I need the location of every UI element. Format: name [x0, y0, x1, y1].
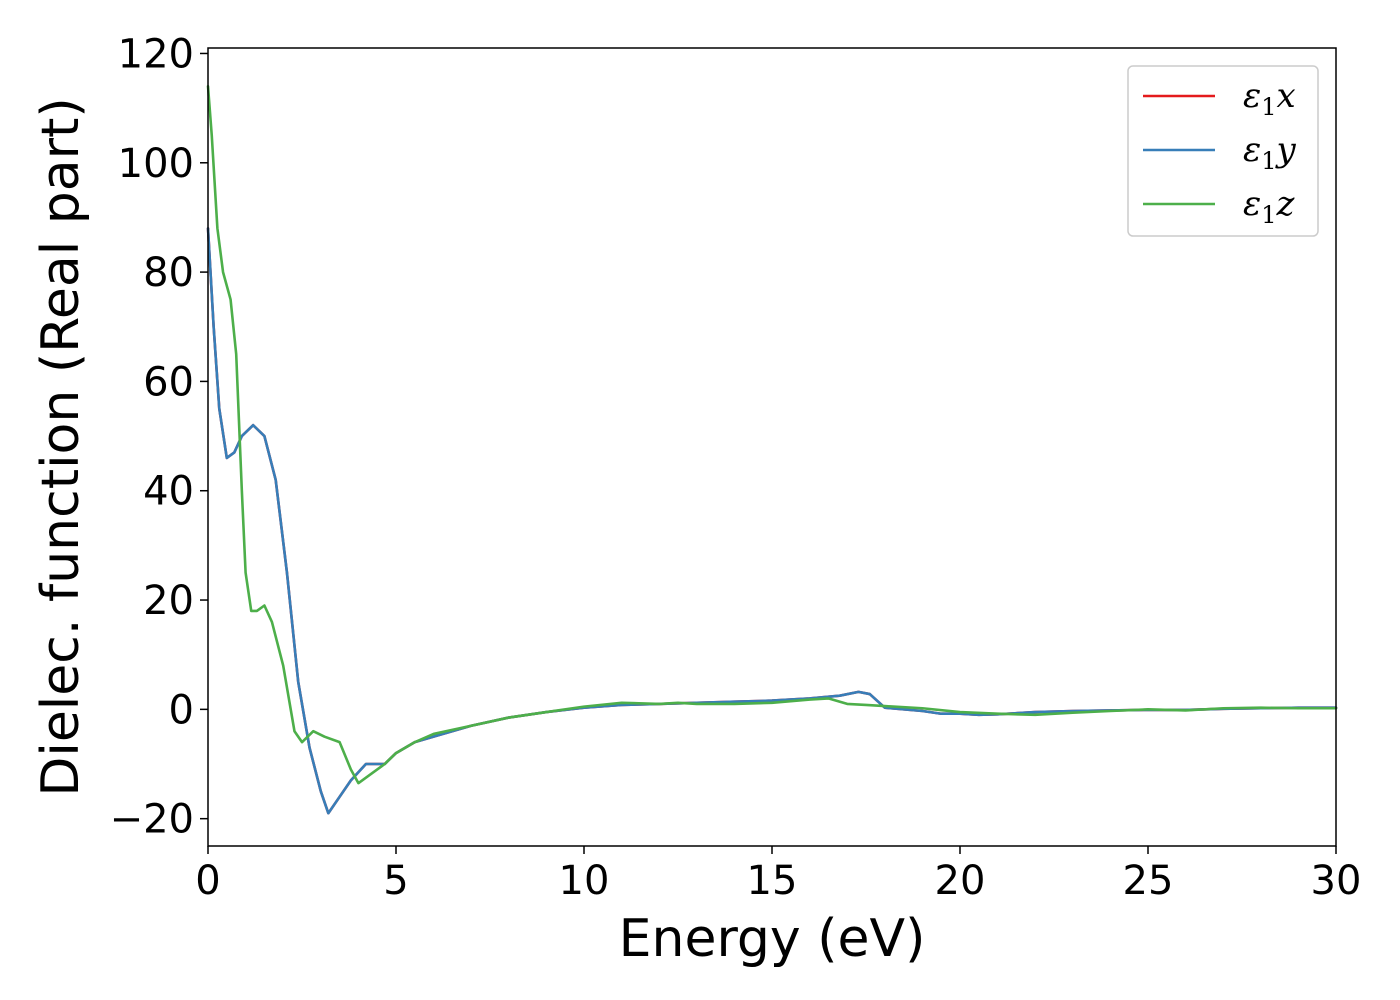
legend-component: x: [1277, 76, 1296, 116]
x-tick-label: 25: [1123, 858, 1174, 904]
legend-label-y: ε1y: [1243, 130, 1297, 175]
x-tick-label: 15: [747, 858, 798, 904]
legend-subscript: 1: [1261, 201, 1276, 229]
legend-symbol: ε: [1243, 184, 1261, 224]
legend-box: [1127, 65, 1319, 237]
legend-label-x: ε1x: [1243, 76, 1296, 121]
legend-component: y: [1275, 130, 1297, 170]
x-tick-label: 5: [383, 858, 408, 904]
y-tick-label: 20: [143, 578, 194, 624]
legend-subscript: 1: [1261, 93, 1276, 121]
y-tick-label: 120: [118, 31, 194, 77]
series-layer: [206, 84, 1338, 815]
x-tick-label: 10: [559, 858, 610, 904]
x-tick-label: 20: [935, 858, 986, 904]
y-axis-label: Dielec. function (Real part): [31, 97, 91, 796]
y-tick-label: 40: [143, 469, 194, 515]
y-tick-label: 0: [169, 687, 194, 733]
legend-label-z: ε1z: [1243, 184, 1296, 229]
y-tick-label: −20: [110, 797, 194, 843]
y-axis-ticks: −20 0 20 40 60 80 100 120: [110, 31, 208, 843]
x-tick-label: 30: [1311, 858, 1362, 904]
x-axis-ticks: 0 5 10 15 20 25 30: [195, 846, 1361, 904]
legend-subscript: 1: [1261, 147, 1276, 175]
series-line-y: [206, 227, 1338, 815]
legend-symbol: ε: [1243, 76, 1261, 116]
legend-component: z: [1276, 184, 1296, 224]
x-axis-label: Energy (eV): [619, 909, 926, 969]
series-line-z: [206, 84, 1338, 785]
y-tick-label: 100: [118, 141, 194, 187]
y-tick-label: 80: [143, 250, 194, 296]
y-tick-label: 60: [143, 359, 194, 405]
legend-symbol: ε: [1243, 130, 1261, 170]
x-tick-label: 0: [195, 858, 220, 904]
